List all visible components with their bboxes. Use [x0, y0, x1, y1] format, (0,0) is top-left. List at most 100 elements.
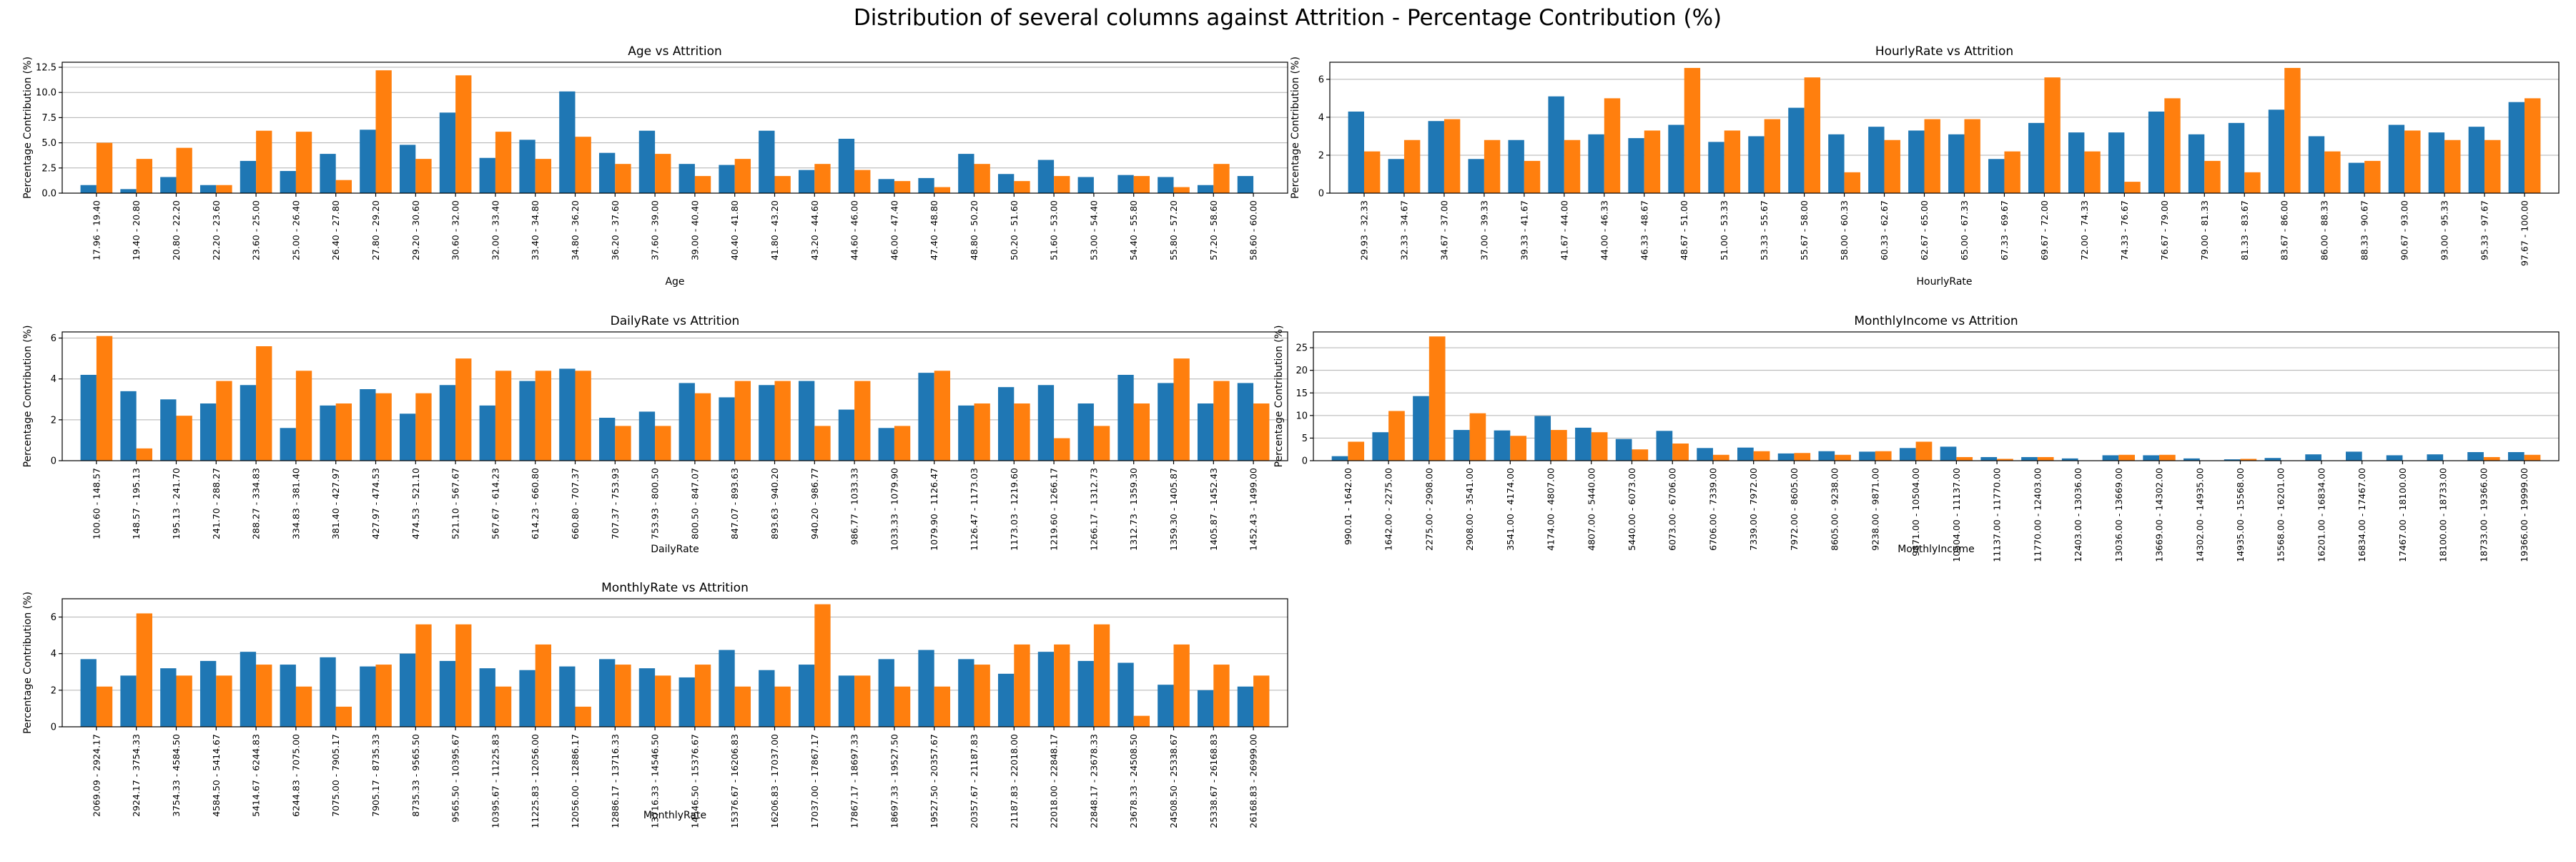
x-tick-label: 93.00 - 95.33 [2439, 200, 2450, 260]
bar-series-0 [798, 381, 815, 461]
x-tick-label: 16201.00 - 16834.00 [2316, 468, 2326, 562]
bar-series-1 [1428, 336, 1446, 461]
x-tick-label: 51.60 - 53.00 [1049, 200, 1060, 260]
bar-series-1 [1510, 436, 1526, 461]
bar-series-0 [958, 154, 974, 193]
bar-series-0 [519, 670, 536, 727]
x-tick-label: 18100.00 - 18733.00 [2438, 468, 2449, 562]
y-tick-label: 7.5 [41, 113, 56, 124]
x-tick-label: 21187.83 - 22018.00 [1009, 734, 1020, 828]
x-tick-label: 100.60 - 148.57 [91, 468, 102, 539]
x-tick-label: 1452.43 - 1499.00 [1248, 468, 1259, 551]
bar-series-0 [1237, 383, 1254, 461]
bar-series-1 [1604, 98, 1621, 193]
x-tick-label: 474.53 - 521.10 [410, 468, 421, 539]
subplot-title: DailyRate vs Attrition [611, 314, 740, 328]
y-tick-label: 0 [1302, 456, 1308, 467]
x-tick-label: 40.40 - 41.80 [729, 200, 740, 260]
subplot-title: MonthlyIncome vs Attrition [1854, 314, 2018, 328]
x-tick-label: 4584.50 - 5414.67 [211, 734, 222, 817]
bar-series-0 [1980, 456, 1998, 461]
x-tick-label: 19366.00 - 19999.00 [2519, 468, 2530, 562]
bar-series-0 [320, 405, 336, 461]
x-tick-label: 22.20 - 23.60 [211, 200, 222, 260]
bar-series-0 [2388, 124, 2405, 193]
y-tick-label: 0 [51, 723, 56, 733]
x-tick-label: 707.37 - 753.93 [610, 468, 621, 539]
bar-series-0 [1818, 451, 1835, 461]
x-tick-label: 1405.87 - 1452.43 [1208, 468, 1219, 551]
x-tick-label: 47.40 - 48.80 [929, 200, 939, 260]
x-tick-label: 12056.00 - 12886.17 [570, 734, 581, 828]
bar-series-1 [974, 665, 990, 727]
bar-series-0 [1077, 660, 1094, 727]
bar-series-1 [136, 159, 153, 193]
x-tick-label: 12403.00 - 13036.00 [2073, 468, 2083, 562]
bar-series-0 [1117, 175, 1134, 193]
bar-series-1 [415, 393, 432, 461]
bar-series-0 [399, 145, 416, 193]
plot-frame [61, 62, 1288, 194]
x-tick-label: 990.01 - 1642.00 [1343, 468, 1353, 545]
x-tick-label: 97.67 - 100.00 [2520, 200, 2530, 266]
x-tick-label: 195.13 - 241.70 [171, 468, 182, 539]
bar-series-1 [1794, 453, 1811, 461]
x-tick-label: 13669.00 - 14302.00 [2154, 468, 2165, 562]
x-tick-label: 76.67 - 79.00 [2159, 200, 2170, 260]
x-tick-label: 46.33 - 48.67 [1639, 200, 1649, 260]
bar-series-1 [1835, 454, 1851, 461]
bar-series-0 [2308, 136, 2325, 193]
bar-series-1 [655, 675, 671, 727]
x-tick-label: 986.77 - 1033.33 [849, 468, 860, 545]
subplot-3: MonthlyIncome vs Attrition 0 5 10 15 20 25 990.… [1273, 314, 2560, 562]
x-tick-label: 26.40 - 27.80 [330, 200, 341, 260]
bar-series-1 [176, 675, 192, 727]
subplot-title: Age vs Attrition [628, 44, 722, 59]
x-tick-label: 288.27 - 334.83 [251, 468, 262, 539]
y-tick-label: 12.5 [36, 63, 56, 74]
bar-series-1 [1884, 139, 1900, 193]
x-tick-label: 81.33 - 83.67 [2239, 200, 2250, 260]
x-tick-label: 9565.50 - 10395.67 [450, 734, 461, 823]
bar-series-1 [934, 187, 951, 193]
x-tick-label: 18733.00 - 19366.00 [2478, 468, 2489, 562]
bar-series-1 [1469, 413, 1486, 461]
bar-series-0 [2508, 102, 2525, 193]
bar-series-1 [1444, 119, 1461, 193]
bar-series-0 [719, 165, 735, 193]
bar-series-0 [1908, 130, 1925, 193]
x-tick-label: 22018.00 - 22848.17 [1049, 734, 1060, 828]
y-tick-label: 0 [51, 456, 56, 467]
bar-series-0 [199, 403, 217, 461]
x-tick-label: 90.67 - 93.00 [2399, 200, 2410, 260]
x-tick-label: 27.80 - 29.20 [370, 200, 381, 260]
bar-series-0 [519, 139, 536, 193]
x-tick-label: 6073.00 - 6706.00 [1667, 468, 1678, 551]
bar-series-1 [2037, 456, 2054, 461]
bar-series-0 [1413, 396, 1429, 461]
bar-series-1 [2484, 139, 2501, 193]
x-tick-label: 72.00 - 74.33 [2079, 200, 2090, 260]
bar-series-0 [918, 177, 934, 193]
bar-series-0 [2427, 454, 2444, 461]
bar-series-0 [2148, 111, 2165, 193]
bar-series-1 [1054, 438, 1070, 461]
bar-series-0 [2061, 458, 2078, 461]
bar-series-0 [1534, 416, 1551, 461]
bar-series-1 [1564, 139, 1581, 193]
bar-series-1 [256, 346, 272, 461]
bar-series-0 [2028, 122, 2045, 193]
bar-series-0 [997, 673, 1015, 727]
bar-series-1 [455, 624, 472, 727]
bar-series-1 [2118, 454, 2135, 461]
bar-series-0 [798, 665, 815, 727]
bar-series-1 [415, 159, 432, 193]
bar-series-1 [1054, 176, 1070, 193]
bar-series-1 [814, 164, 831, 193]
x-tick-label: 16834.00 - 17467.00 [2357, 468, 2367, 562]
x-tick-label: 88.33 - 90.67 [2359, 200, 2370, 260]
bar-series-1 [2483, 456, 2500, 461]
x-tick-label: 24508.50 - 25338.67 [1168, 734, 1179, 828]
bar-series-0 [1588, 134, 1604, 193]
bar-series-1 [535, 159, 552, 193]
